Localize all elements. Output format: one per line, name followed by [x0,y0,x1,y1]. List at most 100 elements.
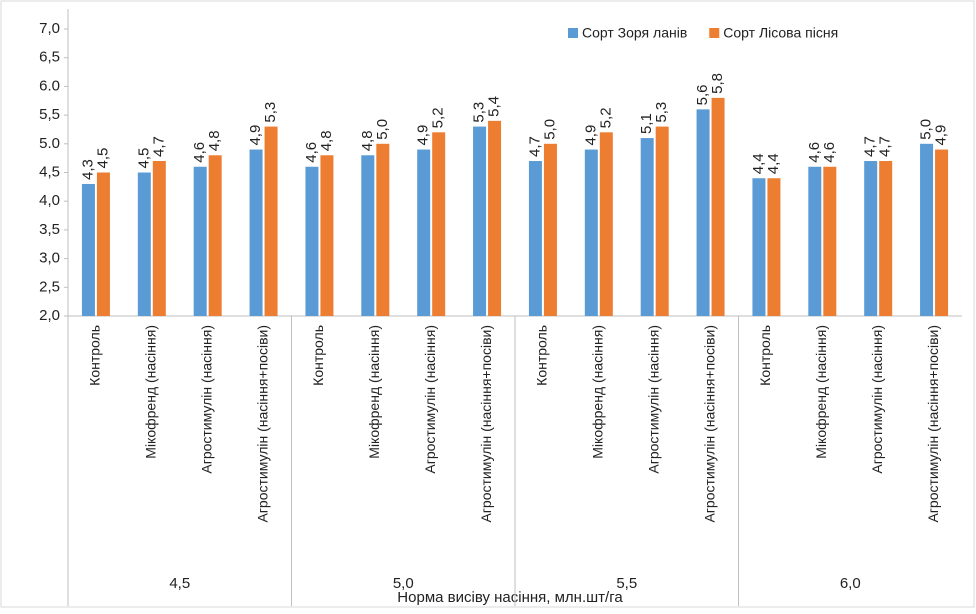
value-label: 5,6 [694,85,711,106]
x-tick-label: Контроль [87,325,103,386]
bar [767,178,781,316]
y-tick-label: 4,5 [39,163,60,180]
y-tick-label: 6,5 [39,49,60,66]
y-tick-label: 6.0 [39,77,60,94]
y-tick-label: 4,0 [39,192,60,209]
value-label: 4,6 [191,142,208,163]
value-label: 4,7 [862,136,879,157]
x-tick-label: Контроль [310,325,326,386]
value-label: 5,3 [262,102,279,123]
value-label: 5,2 [430,107,447,128]
bar [823,166,837,316]
legend-swatch [709,28,720,38]
bar [96,172,110,316]
bar [249,149,263,316]
bar [879,161,893,316]
value-label: 5,3 [653,102,670,123]
bar [376,143,390,316]
x-tick-label: Мікофренд (насіння) [813,325,829,459]
legend-swatch [568,28,578,38]
value-label: 4,7 [526,136,543,157]
x-tick-label: Агростимулін (насіння) [869,325,885,474]
legend-label: Сорт Зоря ланів [582,25,687,41]
bar [488,120,502,316]
y-tick-label: 2,0 [39,307,60,324]
bar [584,149,598,316]
value-label: 4,3 [79,159,96,180]
value-label: 4,9 [247,125,264,146]
value-label: 4,5 [135,148,152,169]
bar [920,143,934,316]
bar [696,109,710,316]
bar [361,155,375,316]
x-tick-label: Контроль [534,325,550,386]
value-label: 5,2 [597,107,614,128]
value-label: 4,4 [750,153,767,174]
y-tick-label: 2,5 [39,278,60,295]
bar [752,178,766,316]
value-label: 5,1 [638,113,655,134]
bar [193,166,207,316]
y-tick-label: 3,5 [39,221,60,238]
x-tick-label: Агростимулін (насіння+посіви) [701,325,717,523]
x-tick-label: Мікофренд (насіння) [590,325,606,459]
value-label: 5,8 [709,73,726,94]
group-label: 4,5 [169,575,190,592]
x-tick-label: Агростимулін (насіння) [198,325,214,474]
bar [417,149,431,316]
value-label: 5,0 [918,119,935,140]
bar [655,126,669,316]
bar [808,166,822,316]
value-label: 4,8 [206,130,223,151]
value-label: 4,6 [303,142,320,163]
group-label: 5,0 [393,575,414,592]
x-tick-label: Агростимулін (насіння+посіви) [254,325,270,523]
bar [935,149,949,316]
value-label: 4,4 [765,153,782,174]
bar [137,172,151,316]
value-label: 4,7 [877,136,894,157]
bar [528,161,542,316]
value-label: 4,5 [94,148,111,169]
bar [473,126,487,316]
x-tick-label: Агростимулін (насіння+посіви) [478,325,494,523]
bar [264,126,278,316]
bar [305,166,319,316]
value-label: 5,0 [374,119,391,140]
x-tick-label: Агростимулін (насіння) [422,325,438,474]
x-tick-label: Агростимулін (насіння) [645,325,661,474]
x-tick-label: Мікофренд (насіння) [143,325,159,459]
x-axis-title: Норма висіву насіння, млн.шт/га [397,589,623,606]
y-tick-label: 3,0 [39,250,60,267]
value-label: 5,4 [486,96,503,117]
value-label: 5,0 [541,119,558,140]
value-label: 4,9 [582,125,599,146]
y-tick-label: 7,0 [39,20,60,37]
value-label: 4,6 [806,142,823,163]
bar [640,138,654,316]
bar [152,161,166,316]
y-tick-label: 5.0 [39,135,60,152]
bar [81,183,95,316]
value-label: 4,8 [318,130,335,151]
value-label: 4,7 [150,136,167,157]
y-tick-label: 5,5 [39,106,60,123]
x-tick-label: Мікофренд (насіння) [366,325,382,459]
bar [711,97,725,316]
value-label: 4,9 [933,125,950,146]
value-label: 5,3 [471,102,488,123]
bar [864,161,878,316]
value-label: 4,6 [821,142,838,163]
bar [543,143,557,316]
x-tick-label: Контроль [757,325,773,386]
legend-label: Сорт Лісова пісня [723,25,838,41]
value-label: 4,8 [359,130,376,151]
group-label: 5,5 [616,575,637,592]
bar [432,132,446,316]
value-label: 4,9 [415,125,432,146]
bar [208,155,222,316]
group-label: 6,0 [840,575,861,592]
bar [599,132,613,316]
